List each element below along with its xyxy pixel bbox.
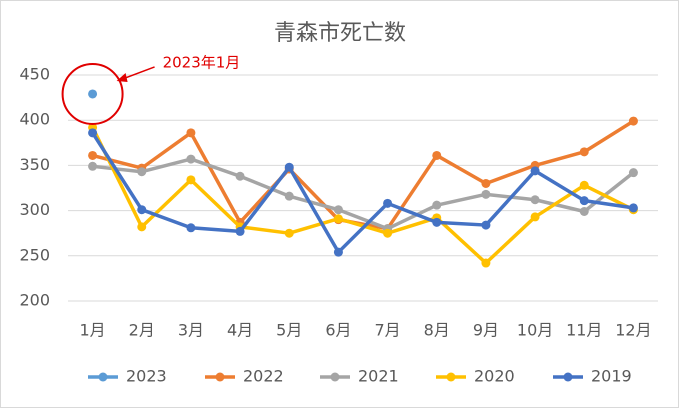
y-tick-label: 200 — [19, 291, 50, 310]
y-tick-label: 450 — [19, 65, 50, 84]
legend-marker — [215, 372, 225, 382]
series-line — [92, 157, 635, 231]
data-point — [284, 162, 294, 172]
data-point — [579, 147, 589, 157]
data-point — [333, 214, 343, 224]
x-tick-label: 3月 — [178, 321, 204, 340]
data-point — [432, 200, 442, 210]
data-point — [530, 212, 540, 222]
data-point — [628, 116, 638, 126]
data-point — [383, 228, 393, 238]
legend-label: 2022 — [243, 367, 284, 386]
data-point — [530, 166, 540, 176]
data-point — [235, 171, 245, 181]
x-tick-label: 10月 — [517, 321, 553, 340]
x-tick-label: 7月 — [374, 321, 400, 340]
data-point — [137, 205, 147, 215]
x-tick-label: 11月 — [566, 321, 602, 340]
legend-label: 2019 — [591, 367, 632, 386]
data-point — [235, 226, 245, 236]
data-point — [579, 207, 589, 217]
x-tick-label: 12月 — [615, 321, 651, 340]
y-tick-label: 400 — [19, 110, 50, 129]
data-point — [284, 191, 294, 201]
data-point — [481, 258, 491, 268]
series-line — [91, 131, 634, 254]
annotation-label: 2023年1月 — [163, 53, 241, 71]
x-tick-label: 6月 — [325, 321, 351, 340]
data-point — [432, 150, 442, 160]
data-point — [186, 175, 196, 185]
arrow-head — [116, 72, 128, 82]
legend-marker — [563, 372, 573, 382]
x-tick-label: 1月 — [79, 321, 105, 340]
data-point — [481, 178, 491, 188]
data-point — [88, 161, 98, 171]
data-point — [383, 198, 393, 208]
data-point — [284, 228, 294, 238]
data-point — [88, 89, 98, 99]
data-point — [186, 128, 196, 138]
data-point — [137, 222, 147, 232]
data-point — [579, 196, 589, 206]
annotation-arrow — [122, 66, 155, 80]
legend-marker — [446, 372, 456, 382]
legend-marker — [98, 372, 108, 382]
legend-label: 2023 — [126, 367, 167, 386]
data-point — [432, 217, 442, 227]
data-point — [530, 195, 540, 205]
x-tick-label: 5月 — [276, 321, 302, 340]
data-point — [333, 205, 343, 215]
legend-label: 2020 — [474, 367, 515, 386]
legend-label: 2021 — [358, 367, 399, 386]
data-point — [481, 220, 491, 230]
chart-title: 青森市死亡数 — [274, 21, 406, 46]
data-point — [628, 168, 638, 178]
y-tick-label: 250 — [19, 245, 50, 264]
data-point — [137, 167, 147, 177]
y-tick-label: 350 — [19, 155, 50, 174]
data-point — [186, 223, 196, 233]
data-point — [88, 128, 98, 138]
x-tick-label: 8月 — [424, 321, 450, 340]
x-tick-label: 4月 — [227, 321, 253, 340]
data-point — [88, 150, 98, 160]
x-tick-label: 2月 — [129, 321, 155, 340]
data-point — [481, 189, 491, 199]
x-tick-label: 9月 — [473, 321, 499, 340]
data-point — [333, 247, 343, 257]
data-point — [628, 203, 638, 213]
data-point — [579, 180, 589, 190]
y-tick-label: 300 — [19, 200, 50, 219]
data-point — [186, 154, 196, 164]
highlight-circle — [61, 62, 124, 125]
legend-marker — [330, 372, 340, 382]
